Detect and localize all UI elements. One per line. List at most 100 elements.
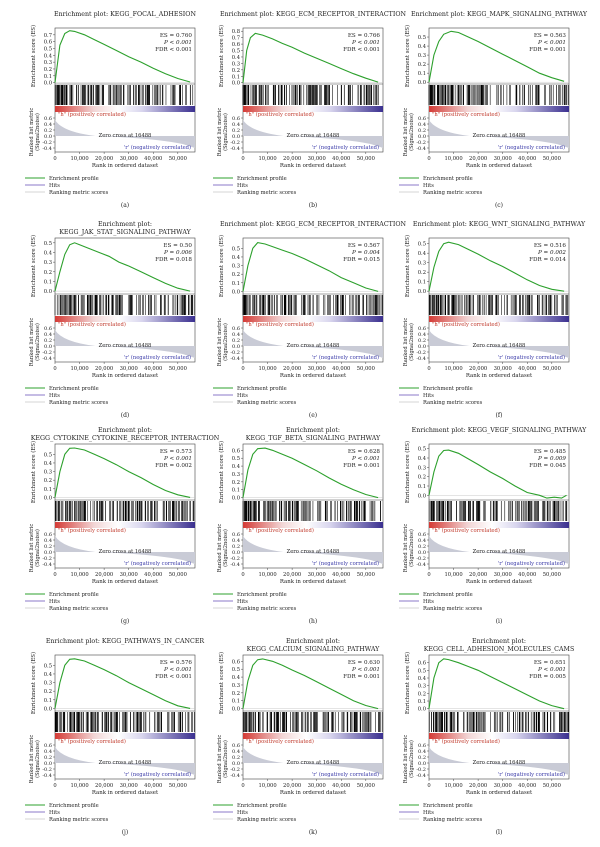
y-tick-label: 0.5 [44,663,52,669]
rank-tick-label: -0.2 [416,556,426,562]
es-axis-label: Enrichment score (ES) [404,441,411,503]
y-tick-label: 0.5 [44,452,52,458]
fdr-value: FDR < 0.001 [155,47,192,53]
rank-tick-label: 0.6 [44,532,52,538]
rank-axis-label: Ranked list metric [403,524,409,573]
rank-color-bar [429,316,569,322]
y-tick-label: 0.2 [44,67,52,73]
rank-tick-label: 0.4 [44,538,52,544]
x-tick-label: 40,000 [518,572,536,578]
x-tick-label: 0 [53,366,56,372]
y-tick-label: 0.4 [232,675,241,681]
rank-tick-label: 0.0 [44,344,52,350]
x-tick-label: 10,000 [444,156,462,162]
y-tick-label: 0.1 [44,74,52,80]
y-tick-label: 0.3 [232,61,240,67]
y-tick-label: 0.2 [232,272,240,278]
x-tick-label: 10,000 [444,572,462,578]
rank-axis-label-2: (Signal2noise) [408,113,415,151]
enrichment-line [54,447,191,498]
y-tick-label: 0.8 [232,29,240,35]
rank-tick-label: 0.0 [232,344,240,350]
rank-tick-label: -0.2 [230,140,240,146]
rank-tick-label: 0.4 [418,749,426,755]
x-tick-label: 40,000 [144,572,162,578]
rank-tick-label: 0.2 [44,544,52,550]
y-tick-label: 0.5 [232,49,240,55]
pos-corr-label: "h" (positively correlated) [246,527,314,534]
x-tick-label: 10,000 [258,572,276,578]
gsea-panel: Enrichment plot: KEGG_ECM_RECEPTOR_INTER… [213,11,407,209]
neg-corr-label: 'r' (negatively correlated) [124,144,191,151]
y-tick-label: 0.3 [418,465,426,471]
rank-tick-label: 0.2 [44,755,52,761]
y-tick-label: 0.4 [232,55,241,61]
x-tick-label: 0 [241,156,244,162]
rank-axis-label-2: (Signal2noise) [408,323,415,361]
rank-tick-label: 0.6 [232,743,240,749]
legend-label: Ranking metric scores [49,606,109,612]
rank-tick-label: -0.2 [230,556,240,562]
pos-corr-label: "h" (positively correlated) [432,738,500,745]
rank-color-bar [243,106,383,112]
panel-letter: (j) [122,829,129,836]
hits-group [428,295,569,315]
es-value: ES = 0.567 [348,243,381,249]
rank-axis-label: Ranked list metric [217,108,223,157]
legend-label: Ranking metric scores [237,606,297,612]
rank-axis-label-2: (Signal2noise) [34,740,41,778]
fdr-value: FDR = 0.002 [155,463,192,469]
enrichment-line [54,242,191,292]
y-tick-label: 0.7 [232,36,240,42]
hits-group [242,501,382,521]
zero-cross-label: Zero cross at 16488 [287,549,340,555]
y-tick-label: 0.0 [418,80,426,86]
p-value: P < 0.001 [351,456,380,462]
rank-tick-label: -0.2 [416,350,426,356]
rank-color-bar [55,106,195,112]
es-value: ES = 0.760 [160,33,193,39]
gsea-panel: Enrichment plot: KEGG_PATHWAYS_IN_CANCER… [25,638,204,836]
x-tick-label: 50,000 [357,572,375,578]
rank-tick-label: 0.2 [418,755,426,761]
zero-cross-label: Zero cross at 16488 [473,760,526,766]
legend-label: Enrichment profile [237,176,287,182]
rank-tick-label: -0.4 [416,562,426,568]
x-tick-label: 10,000 [444,366,462,372]
fdr-value: FDR = 0.015 [343,257,380,263]
hits-group [429,712,570,732]
panel-letter: (b) [309,202,318,209]
neg-corr-label: 'r' (negatively correlated) [312,560,379,567]
es-axis-label: Enrichment score (ES) [404,235,411,297]
hits-group [54,295,195,315]
rank-tick-label: 0.0 [44,550,52,556]
fdr-value: FDR < 0.001 [155,674,192,680]
panel-title-line2: KEGG_CALCIUM_SIGNALING_PATHWAY [247,646,381,653]
fdr-value: FDR = 0.005 [529,674,566,680]
pos-corr-label: "h" (positively correlated) [432,527,500,534]
rank-tick-label: 0.2 [44,338,52,344]
x-tick-label: 50,000 [543,783,561,789]
x-tick-label: 10,000 [258,156,276,162]
es-axis-label: Enrichment score (ES) [218,25,225,87]
legend-label: Ranking metric scores [237,817,297,823]
rank-tick-label: 0.2 [232,128,240,134]
x-tick-label: 20,000 [469,783,487,789]
rank-tick-label: 0.6 [232,326,240,332]
x-tick-label: 30,000 [308,366,326,372]
es-axis-label: Enrichment score (ES) [30,235,37,297]
x-tick-label: 0 [241,366,244,372]
y-tick-label: 0.2 [418,691,426,697]
rank-tick-label: 0.6 [232,532,240,538]
rank-axis-label: Ranked list metric [29,108,35,157]
gsea-panel: Enrichment plot:KEGG_JAK_STAT_SIGNALING_… [25,221,196,419]
y-tick-label: 0.3 [44,470,52,476]
enrichment-line [242,447,379,499]
rank-tick-label: 0.4 [232,332,240,338]
pos-corr-label: "h" (positively correlated) [432,111,500,118]
panel-title-line2: KEGG_CELL_ADHESION_MOLECULES_CAMS [424,646,575,653]
x-tick-label: 50,000 [357,783,375,789]
fdr-value: FDR = 0.014 [529,257,566,263]
rank-axis-label-2: (Signal2noise) [222,529,229,567]
